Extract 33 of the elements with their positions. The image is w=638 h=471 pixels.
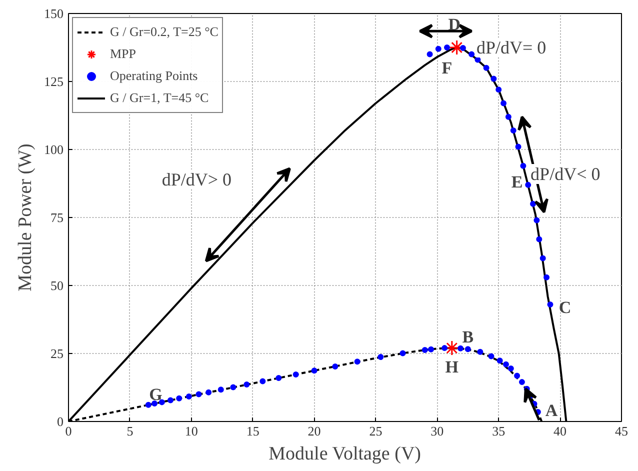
y-tick-label: 150 [44, 6, 64, 21]
y-tick-label: 0 [57, 414, 64, 429]
annotation: F [442, 58, 452, 78]
x-tick-label: 25 [369, 424, 382, 438]
x-axis-title: Module Voltage (V) [268, 444, 422, 464]
x-tick-label: 30 [430, 424, 444, 438]
annotation: dP/dV> 0 [162, 169, 232, 190]
annotation: H [445, 358, 459, 377]
legend-label: Operating Points [110, 68, 198, 84]
x-tick-label: 45 [615, 424, 628, 438]
legend-label: G / Gr=1, T=45 °C [110, 90, 209, 106]
x-tick-label: 40 [554, 424, 567, 438]
legend-label: G / Gr=0.2, T=25 °C [110, 24, 218, 40]
annotation: E [511, 172, 523, 192]
annotation: D [448, 14, 461, 34]
annotation: B [462, 328, 474, 347]
y-tick-label: 75 [50, 210, 64, 225]
legend-label: MPP [110, 46, 136, 62]
x-tick-label: 20 [308, 424, 321, 438]
y-tick-label: 100 [44, 142, 64, 157]
x-tick-label: 35 [492, 424, 506, 438]
x-tick-label: 10 [184, 424, 198, 438]
annotation: A [545, 401, 558, 420]
annotation: dP/dV< 0 [530, 164, 600, 184]
y-tick-label: 125 [44, 74, 64, 89]
annotation: G [149, 384, 162, 404]
y-tick-label: 50 [50, 278, 64, 293]
x-tick-label: 15 [246, 424, 260, 438]
x-tick-label: 5 [126, 424, 134, 438]
y-tick-label: 25 [50, 346, 64, 361]
y-axis-title: Module Power (W) [15, 144, 36, 292]
annotation: dP/dV= 0 [476, 38, 546, 58]
annotation: C [558, 298, 572, 317]
